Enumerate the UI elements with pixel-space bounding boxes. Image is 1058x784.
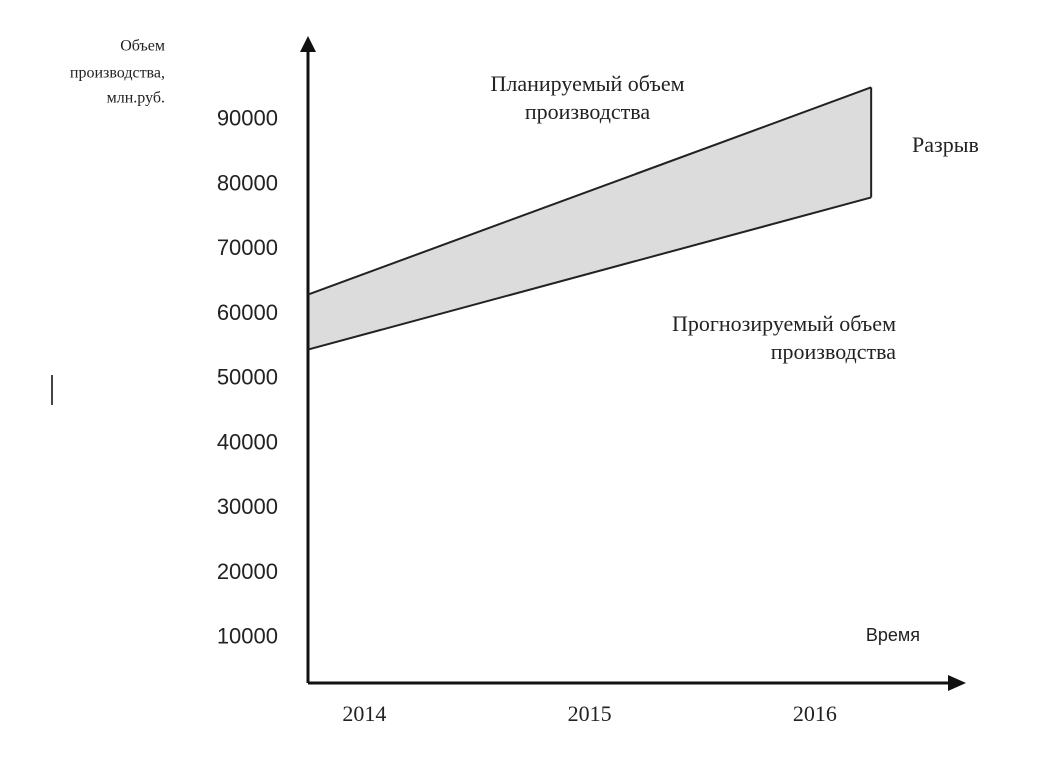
series-line	[307, 86, 872, 296]
x-tick-label: 2015	[568, 701, 612, 726]
y-axis-label: Объем	[120, 38, 165, 55]
gap-band	[308, 87, 872, 350]
y-tick-label: 60000	[217, 300, 278, 325]
gap-label: Разрыв	[912, 132, 979, 157]
x-tick-label: 2014	[342, 701, 386, 726]
series-label: Планируемый объем производства	[490, 71, 685, 124]
y-tick-label: 80000	[217, 170, 278, 195]
series-label: Прогнозируемый объем производства	[671, 311, 896, 364]
y-tick-label: 50000	[217, 365, 278, 390]
y-tick-label: 10000	[217, 623, 278, 648]
y-tick-label: 20000	[217, 559, 278, 584]
y-tick-label: 30000	[217, 494, 278, 519]
series-line	[307, 196, 872, 351]
y-tick-label: 40000	[217, 429, 278, 454]
y-axis-arrow	[300, 36, 316, 52]
x-tick-label: 2016	[793, 701, 837, 726]
x-axis-arrow	[948, 675, 966, 691]
y-axis-label: производства,	[70, 65, 165, 82]
y-axis-label: млн.руб.	[107, 90, 165, 107]
y-tick-label: 70000	[217, 235, 278, 260]
x-axis-label: Время	[866, 625, 920, 645]
y-tick-label: 90000	[217, 106, 278, 131]
